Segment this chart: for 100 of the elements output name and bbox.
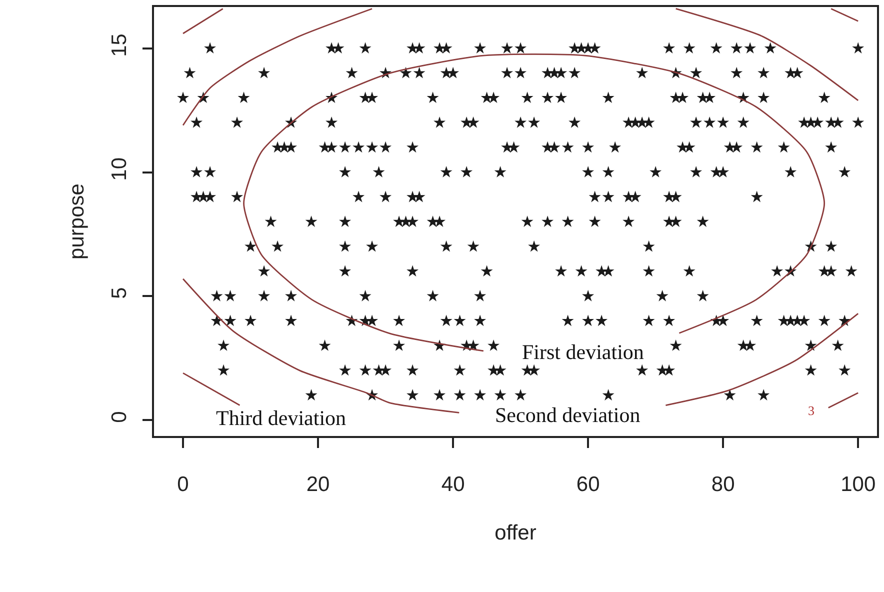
x-tick-label: 20 xyxy=(306,472,330,496)
point xyxy=(670,216,682,227)
point xyxy=(582,314,594,326)
annotation: 3 xyxy=(808,403,814,418)
point xyxy=(454,364,466,376)
point xyxy=(704,116,716,128)
point xyxy=(366,141,378,153)
point xyxy=(690,166,702,178)
point xyxy=(359,42,372,54)
point xyxy=(602,92,614,104)
point xyxy=(838,364,851,376)
point xyxy=(744,42,756,54)
point xyxy=(406,216,419,227)
point xyxy=(670,339,682,351)
point xyxy=(555,66,568,78)
point xyxy=(258,290,270,302)
point xyxy=(440,166,452,178)
point xyxy=(339,364,352,376)
point xyxy=(339,216,352,227)
point xyxy=(326,141,338,153)
point xyxy=(467,240,480,252)
point xyxy=(683,141,696,153)
point xyxy=(690,116,702,128)
point xyxy=(575,265,588,277)
point xyxy=(460,166,473,178)
point xyxy=(730,66,743,78)
point xyxy=(818,314,830,326)
point xyxy=(190,116,203,128)
point xyxy=(305,216,318,227)
x-tick-label: 0 xyxy=(177,472,189,496)
point xyxy=(352,141,365,153)
point xyxy=(710,42,722,54)
point xyxy=(528,116,540,128)
point xyxy=(380,190,392,202)
point xyxy=(555,265,568,277)
point xyxy=(555,92,568,104)
point xyxy=(636,364,648,376)
point xyxy=(588,190,601,202)
point xyxy=(488,339,500,351)
point xyxy=(838,314,851,326)
point xyxy=(568,116,581,128)
point xyxy=(845,265,858,277)
y-tick-label: 0 xyxy=(108,411,131,423)
point xyxy=(474,314,486,326)
point xyxy=(480,265,493,277)
point xyxy=(210,314,223,326)
point xyxy=(434,389,446,400)
point xyxy=(642,116,655,128)
point xyxy=(372,166,385,178)
point xyxy=(514,66,527,78)
annotation: Second deviation xyxy=(495,403,641,427)
point xyxy=(244,314,257,326)
point xyxy=(231,116,244,128)
point xyxy=(474,42,486,54)
point xyxy=(832,116,844,128)
point xyxy=(467,116,480,128)
point xyxy=(602,389,614,400)
point xyxy=(724,389,736,400)
point xyxy=(804,364,817,376)
point xyxy=(750,141,763,153)
point xyxy=(542,216,554,227)
point xyxy=(521,216,534,227)
point xyxy=(210,290,223,302)
point xyxy=(521,92,534,104)
point xyxy=(528,240,540,252)
point xyxy=(663,364,676,376)
point xyxy=(204,42,216,54)
point xyxy=(218,339,230,351)
point xyxy=(224,314,236,326)
point xyxy=(744,339,756,351)
point xyxy=(683,265,696,277)
point xyxy=(696,290,709,302)
point xyxy=(318,339,331,351)
point xyxy=(812,116,824,128)
point xyxy=(285,141,298,153)
point xyxy=(474,290,486,302)
point xyxy=(393,339,406,351)
point xyxy=(582,290,594,302)
point xyxy=(440,240,452,252)
point xyxy=(508,141,520,153)
point xyxy=(501,66,514,78)
point xyxy=(650,166,662,178)
point xyxy=(272,240,284,252)
point xyxy=(190,166,203,178)
point xyxy=(642,314,655,326)
point xyxy=(501,42,514,54)
point xyxy=(514,389,527,400)
point xyxy=(750,190,763,202)
point xyxy=(825,141,838,153)
point xyxy=(380,141,392,153)
point xyxy=(258,265,270,277)
point xyxy=(494,166,506,178)
point xyxy=(413,190,426,202)
point xyxy=(238,92,250,104)
point xyxy=(717,166,730,178)
point xyxy=(494,389,506,400)
point xyxy=(231,190,244,202)
annotation: First deviation xyxy=(522,340,644,364)
point xyxy=(326,116,338,128)
point xyxy=(663,42,676,54)
